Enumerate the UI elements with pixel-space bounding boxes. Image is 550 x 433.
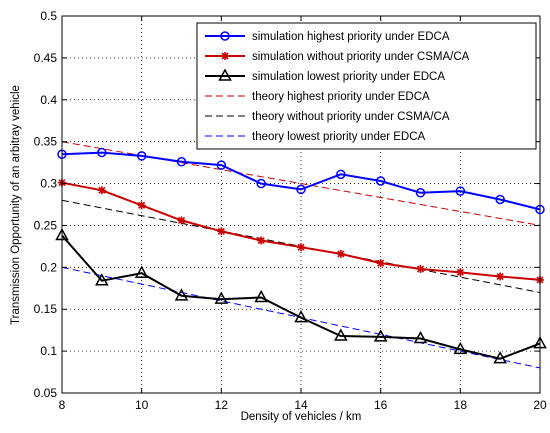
y-tick-label: 0.5 <box>40 9 57 23</box>
data-point-circle <box>336 169 346 180</box>
legend-label: simulation without priority under CSMA/C… <box>252 51 470 63</box>
x-tick-label: 20 <box>533 398 547 412</box>
data-point-triangle <box>453 341 468 355</box>
y-axis-label: Transmission Opportunity of an arbitray … <box>10 85 22 325</box>
legend-item: theory lowest priority under EDCA <box>205 131 426 143</box>
axis-ticks: 8 10 12 14 16 18 20 0.05 0.1 0.15 0.2 0.25 0.3 0.35 0.… <box>34 9 547 412</box>
data-point-circle <box>220 31 230 41</box>
y-tick-label: 0.1 <box>40 344 57 358</box>
data-point-star <box>217 227 226 236</box>
series-line <box>61 151 541 211</box>
series-line <box>61 234 541 360</box>
series-3 <box>55 227 547 364</box>
legend: simulation highest priority under EDCA si… <box>196 22 537 150</box>
data-point-star <box>137 201 146 210</box>
data-point-triangle <box>294 310 308 323</box>
legend-label: theory lowest priority under EDCA <box>252 131 426 143</box>
data-point-circle <box>455 186 466 196</box>
data-point-triangle <box>174 288 189 301</box>
data-point-star <box>257 236 266 245</box>
x-tick-label: 8 <box>59 398 66 412</box>
x-axis-label: Density of vehicles / km <box>241 411 362 423</box>
legend-item: simulation highest priority under EDCA <box>205 31 450 43</box>
data-point-star <box>336 249 345 258</box>
data-point-star <box>97 186 106 195</box>
data-point-circle <box>136 151 147 161</box>
y-tick-label: 0.05 <box>34 386 58 400</box>
legend-label: simulation lowest priority under EDCA <box>252 71 445 83</box>
data-point-triangle <box>373 329 388 342</box>
legend-label: theory without priority under CSMA/CA <box>252 111 450 123</box>
data-point-star <box>416 265 425 274</box>
x-tick-label: 12 <box>215 398 229 412</box>
legend-label: theory highest priority under EDCA <box>252 91 430 103</box>
data-point-triangle <box>334 328 348 341</box>
data-point-triangle <box>218 68 232 81</box>
data-point-star <box>376 259 385 268</box>
series-layer <box>55 141 547 369</box>
series-2 <box>58 178 544 284</box>
y-tick-label: 0.4 <box>40 93 57 107</box>
y-tick-label: 0.25 <box>34 218 58 232</box>
x-tick-label: 16 <box>374 398 388 412</box>
data-point-triangle <box>214 291 229 304</box>
y-tick-label: 0.2 <box>40 260 57 274</box>
y-tick-label: 0.15 <box>34 302 58 316</box>
x-tick-label: 10 <box>135 398 149 412</box>
legend-item: simulation without priority under CSMA/C… <box>205 51 470 63</box>
x-tick-label: 18 <box>454 398 468 412</box>
data-point-star <box>177 216 186 225</box>
y-tick-label: 0.35 <box>34 135 58 149</box>
y-tick-label: 0.45 <box>34 51 58 65</box>
legend-item: simulation lowest priority under EDCA <box>205 68 445 83</box>
data-point-star <box>297 243 305 252</box>
data-point-circle <box>256 178 266 189</box>
legend-box <box>196 22 537 150</box>
data-point-circle <box>176 157 187 167</box>
data-point-star <box>496 272 505 281</box>
data-point-circle <box>375 176 386 186</box>
data-point-circle <box>97 147 107 158</box>
series-1 <box>57 147 545 215</box>
data-point-circle <box>216 160 227 170</box>
data-point-circle <box>296 184 306 195</box>
data-point-circle <box>495 194 505 205</box>
data-point-triangle <box>95 273 109 286</box>
y-tick-label: 0.3 <box>40 177 57 191</box>
data-point-star <box>221 52 229 60</box>
data-point-triangle <box>254 289 268 303</box>
legend-item: theory without priority under CSMA/CA <box>205 111 450 123</box>
x-tick-label: 14 <box>294 398 308 412</box>
legend-item: theory highest priority under EDCA <box>205 91 430 103</box>
data-point-triangle <box>134 265 149 278</box>
data-point-circle <box>415 188 426 198</box>
data-point-star <box>456 268 465 277</box>
data-point-triangle <box>493 351 507 364</box>
data-point-triangle <box>413 330 428 344</box>
legend-label: simulation highest priority under EDCA <box>252 31 450 43</box>
